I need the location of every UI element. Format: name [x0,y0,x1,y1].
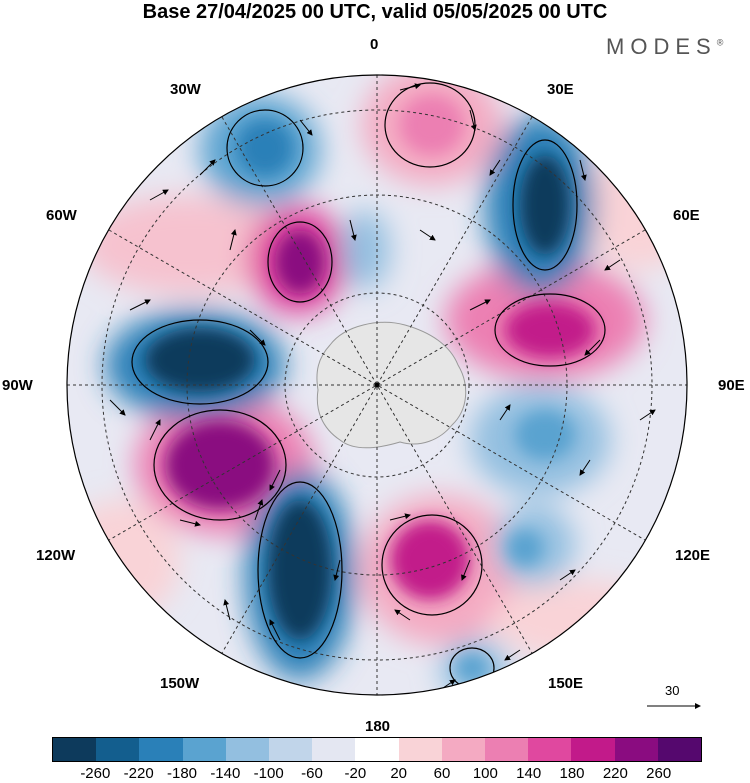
map-title: Base 27/04/2025 00 UTC, valid 05/05/2025… [142,1,608,23]
lon-label-60w: 60W [46,207,77,224]
shaded-field [67,75,687,695]
colorbar-swatch [182,738,226,761]
colorbar-swatch [571,738,615,761]
colorbar-tick-label: 20 [390,765,407,782]
colorbar-tick-label: -60 [301,765,323,782]
colorbar-swatch [398,738,442,761]
map-border [66,74,688,696]
colorbar [52,737,702,762]
lon-label-120w: 120W [36,547,76,564]
colorbar-tick-label: 60 [433,765,451,782]
colorbar-swatch [225,738,270,761]
colorbar-tick-label: 140 [516,765,542,782]
colorbar-tick-label: -20 [344,765,367,782]
colorbar-swatch [657,738,702,761]
colorbar-swatch [53,738,97,761]
lon-label-0: 0 [370,36,379,53]
wind-vectors [109,83,656,691]
lon-label-60e: 60E [673,207,700,224]
colorbar-swatch [614,738,658,761]
colorbar-swatch [96,738,140,761]
colorbar-tick-label: -180 [166,765,198,782]
lon-label-30e: 30E [547,81,574,98]
colorbar-tick-label: 180 [559,765,585,782]
south-pole-marker [374,382,380,388]
colorbar-swatch [269,738,313,761]
colorbar-tick-label: 100 [472,765,498,782]
colorbar-tick-label: -140 [210,765,241,782]
lon-label-180: 180 [365,718,391,735]
lon-label-150e: 150E [548,675,584,692]
colorbar-swatch [485,738,529,761]
lon-label-150w: 150W [160,675,200,692]
lon-label-30w: 30W [170,81,201,98]
colorbar-swatch [441,738,486,761]
colorbar-swatch [528,738,572,761]
colorbar-tick-label: -220 [123,765,154,782]
brand-logo: MODES® [606,34,724,59]
lon-label-120e: 120E [675,547,711,564]
lon-label-90e: 90E [718,377,745,394]
reference-vector-label: 30 [665,683,680,698]
colorbar-swatch [355,738,399,761]
colorbar-tick-label: -260 [80,765,111,782]
colorbar-tick-label: 220 [602,765,628,782]
colorbar-tick-label: -100 [253,765,284,782]
colorbar-tick-label: 260 [646,765,672,782]
graticule [67,75,687,695]
lon-label-90w: 90W [2,377,33,394]
colorbar-swatch [312,738,356,761]
colorbar-swatch [139,738,183,761]
